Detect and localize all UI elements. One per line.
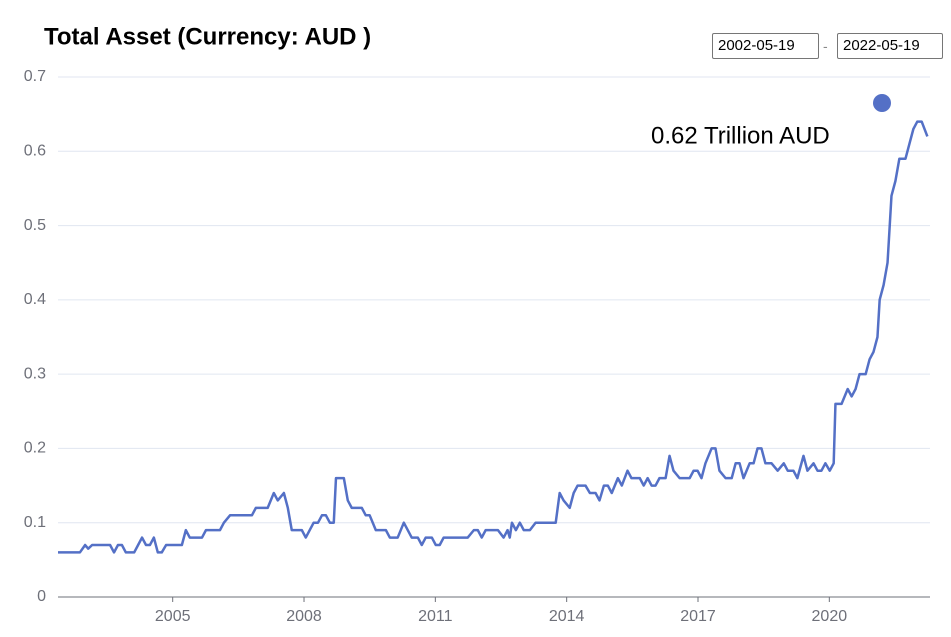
y-tick-label: 0 (37, 588, 46, 605)
marker-dot (873, 94, 891, 112)
end-date-input[interactable]: 2022-05-19 (837, 33, 943, 59)
y-tick-label: 0.5 (24, 217, 46, 234)
start-date-input[interactable]: 2002-05-19 (712, 33, 819, 59)
x-tick-label: 2005 (155, 608, 191, 625)
x-tick-label: 2020 (812, 608, 848, 625)
x-tick-label: 2008 (286, 608, 322, 625)
y-tick-label: 0.3 (24, 365, 46, 382)
y-tick-label: 0.4 (24, 291, 46, 308)
y-tick-label: 0.2 (24, 440, 46, 457)
x-tick-label: 2011 (418, 608, 453, 625)
series-line (58, 120, 929, 554)
y-tick-label: 0.1 (24, 514, 46, 531)
x-tick-label: 2014 (549, 608, 585, 625)
chart-title: Total Asset (Currency: AUD ) (44, 23, 371, 50)
x-tick-label: 2017 (680, 608, 716, 625)
annotation: 0.62 Trillion AUD (651, 122, 830, 149)
y-tick-label: 0.6 (24, 143, 46, 160)
y-tick-label: 0.7 (24, 68, 46, 85)
date-separator: - (823, 38, 828, 54)
